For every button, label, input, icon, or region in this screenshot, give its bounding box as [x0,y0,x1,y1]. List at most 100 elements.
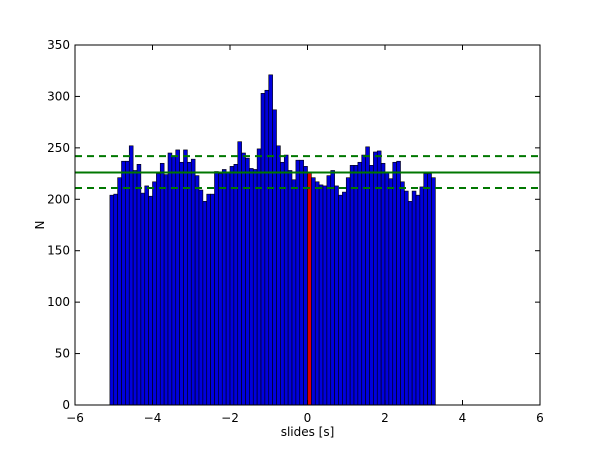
histogram-bar [109,194,115,406]
histogram-bar [190,158,196,406]
histogram-bar [388,178,394,406]
histogram-bar [233,164,239,406]
histogram-bar [268,74,273,406]
y-tick-label: 100 [47,295,70,309]
histogram-bar [349,165,355,406]
histogram-bar [380,162,386,406]
histogram-bar [287,170,293,406]
x-tick-label: −6 [66,411,84,425]
x-axis: −6 −4 −2 0 2 4 6 [66,45,544,425]
histogram-bar [404,190,409,406]
highlight-bar [307,172,312,406]
histogram-bar [229,166,235,406]
x-tick-label: 4 [459,411,467,425]
histogram-bar [419,186,425,406]
histogram-bar [264,89,270,406]
histogram-bar [314,181,320,406]
histogram-bar [179,161,184,406]
histogram-bar [291,179,297,406]
histogram-bar [338,194,343,406]
y-tick-label: 250 [47,141,70,155]
histogram-bar [322,185,328,406]
histogram-bar [415,194,421,406]
histogram-bar [303,166,308,406]
histogram-bar [144,185,149,406]
histogram-bar [384,172,390,406]
histogram-bar [210,193,215,406]
x-tick-label: −4 [144,411,162,425]
histogram-bar [353,165,359,406]
y-tick-label: 150 [47,244,70,258]
histogram-bar [198,189,204,406]
histogram-bar [206,193,211,406]
histogram-bar [342,191,347,406]
histogram-bar [125,160,130,406]
histogram-bar [361,154,366,406]
y-axis-label: N [33,221,47,230]
histogram-bar [330,170,335,406]
histogram-bar [396,160,401,406]
histogram-bar [194,175,200,406]
histogram-bar [369,165,374,406]
histogram-bar [140,192,146,406]
x-tick-label: 0 [304,411,312,425]
histogram-bar [411,190,417,406]
histogram-bar [295,159,301,406]
y-tick-label: 200 [47,192,70,206]
histogram-bar [225,172,231,406]
histogram-bar [365,146,370,406]
histogram-bar [171,155,177,406]
histogram-bar [311,177,316,406]
histogram-bar [202,201,208,406]
histogram-bar [214,171,219,406]
x-tick-label: 6 [536,411,544,425]
histogram-bar [218,173,223,406]
histogram-bar [237,141,242,406]
histogram-bar [148,195,153,406]
histogram-bar [252,169,258,406]
histogram-bar [167,152,173,406]
histogram-bar [400,181,405,406]
histogram-bar [132,170,138,406]
histogram-bar [221,169,227,406]
histogram-bar [156,173,161,406]
histogram-bar [318,184,324,406]
histogram-bar [373,151,378,406]
histogram-bar [427,173,432,406]
x-axis-label: slides [s] [281,425,335,439]
histogram-bar [159,162,165,406]
histogram-bar [276,145,281,406]
histogram-bar [280,161,285,406]
y-tick-label: 350 [47,38,70,52]
histogram-bar [272,109,277,406]
histogram-bar [152,181,157,406]
histogram-bar [407,201,413,406]
x-tick-label: −2 [221,411,239,425]
histogram-bar [299,159,304,406]
histogram-bar [187,161,192,406]
y-tick-label: 50 [55,347,70,361]
y-axis: 0 50 100 150 200 250 300 350 [47,38,540,412]
histogram-bar [326,175,332,406]
histogram-bar [376,150,382,406]
histogram-bar [128,145,134,406]
histogram-bar [423,173,428,406]
histogram-bar [260,93,266,406]
histogram-bar [357,161,363,406]
histogram-bar [136,164,142,406]
y-tick-label: 300 [47,89,70,103]
histogram-bar [345,177,351,406]
histogram-bar [283,154,289,406]
histogram-bar [392,161,397,406]
histogram-bar [241,152,246,406]
histogram-bar [334,185,339,406]
histogram-bar [117,177,122,406]
histogram-bar [431,177,436,406]
y-tick-label: 0 [62,398,70,412]
histogram-bar [113,193,118,406]
reference-lines-group [75,155,540,189]
histogram-bar [121,160,126,406]
x-tick-label: 2 [381,411,389,425]
histogram-bar [249,168,254,406]
